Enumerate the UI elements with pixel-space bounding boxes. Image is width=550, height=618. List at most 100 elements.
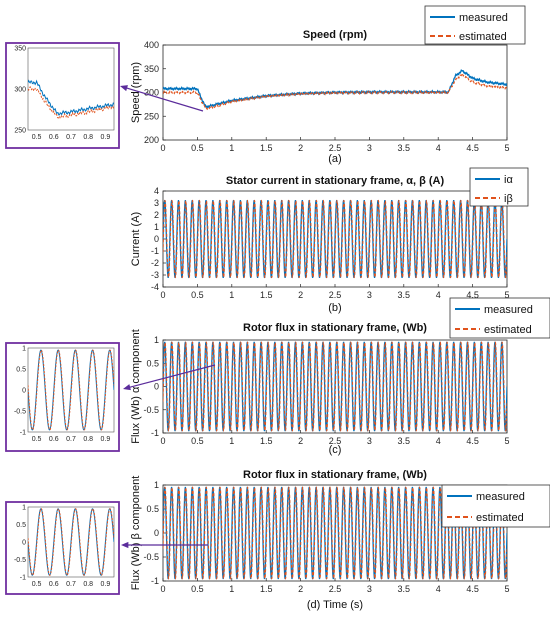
inset-x-tick-label: 0.9 [101, 436, 111, 443]
x-tick-label: 2.5 [329, 584, 342, 594]
series-line-estimated [163, 341, 507, 432]
legend-entry: estimated [459, 31, 507, 43]
y-tick-label: 1 [154, 480, 159, 490]
series-line-estimated [163, 71, 507, 111]
y-tick-label: 0 [154, 234, 159, 244]
legend-entry: estimated [476, 512, 524, 524]
inset-x-tick-label: 0.6 [49, 581, 59, 588]
x-tick-label: 3.5 [398, 143, 411, 153]
y-tick-label: 200 [144, 135, 159, 145]
legend-box [441, 484, 550, 528]
y-tick-label: 350 [144, 64, 159, 74]
inset-line-estimated [28, 349, 114, 431]
x-tick-label: 2.5 [329, 290, 342, 300]
inset-plot-frame [27, 47, 115, 131]
chart-title: Rotor flux in stationary frame, (Wb) [243, 322, 427, 334]
y-axis-label: Flux (Wb) β component [130, 476, 142, 591]
zoom-arrow-head [120, 85, 128, 92]
series-line-estimated [163, 486, 507, 580]
x-tick-label: 0.5 [191, 584, 204, 594]
legend-box [449, 297, 550, 339]
x-tick-label: 3 [367, 436, 372, 446]
inset-line-measured [28, 79, 114, 116]
inset-y-tick-label: 350 [14, 46, 26, 53]
y-axis-label: Speed (rpm) [130, 62, 142, 123]
legend-entry: iβ [504, 193, 513, 205]
x-tick-label: 4 [436, 290, 441, 300]
inset-x-tick-label: 0.9 [101, 581, 111, 588]
legend: measured estimated [424, 5, 526, 45]
series-group [163, 199, 507, 279]
chart-caption: (a) [328, 153, 341, 165]
chart-title: Speed (rpm) [303, 29, 368, 41]
chart-title: Rotor flux in stationary frame, (Wb) [243, 469, 427, 481]
inset-x-tick-label: 0.8 [83, 436, 93, 443]
x-tick-label: 0.5 [191, 290, 204, 300]
legend: measured estimated [449, 297, 550, 339]
inset-line-estimated [28, 508, 114, 576]
x-tick-label: 0 [160, 143, 165, 153]
inset-x-tick-label: 0.5 [32, 581, 42, 588]
x-tick-label: 2 [298, 290, 303, 300]
x-tick-label: 4 [436, 143, 441, 153]
inset-x-tick-label: 0.7 [66, 436, 76, 443]
inset-series [28, 79, 114, 120]
x-tick-label: 1 [229, 436, 234, 446]
y-tick-label: 0 [154, 528, 159, 538]
x-tick-label: 3 [367, 143, 372, 153]
inset-y-tick-label: 0.5 [16, 522, 26, 529]
series-group [163, 69, 507, 111]
x-tick-label: 0.5 [191, 143, 204, 153]
x-tick-label: 3.5 [398, 584, 411, 594]
inset-y-tick-label: -0.5 [14, 409, 26, 416]
inset-x-tick-label: 0.7 [66, 581, 76, 588]
y-tick-label: 2 [154, 210, 159, 220]
chart-caption: (c) [329, 444, 342, 456]
inset-axes: 0.5 0.6 0.7 0.8 0.9 250 300 350 [14, 46, 115, 141]
y-tick-label: 0.5 [146, 504, 159, 514]
x-tick-label: 5 [504, 143, 509, 153]
x-tick-label: 1.5 [260, 290, 273, 300]
inset-y-tick-label: -1 [20, 430, 26, 437]
y-tick-label: 250 [144, 111, 159, 121]
y-tick-label: 400 [144, 40, 159, 50]
y-axis-label: Flux (Wb) α component [130, 329, 142, 444]
y-tick-label: 0.5 [146, 358, 159, 368]
inset-x-tick-label: 0.5 [32, 134, 42, 141]
x-tick-label: 1 [229, 143, 234, 153]
inset-x-tick-label: 0.8 [83, 134, 93, 141]
y-tick-label: 3 [154, 198, 159, 208]
y-tick-label: -1 [151, 576, 159, 586]
y-tick-label: 1 [154, 222, 159, 232]
x-tick-label: 3.5 [398, 290, 411, 300]
x-tick-label: 3 [367, 584, 372, 594]
legend-box [424, 5, 526, 45]
zoom-arrow [125, 87, 204, 112]
inset-x-tick-label: 0.7 [66, 134, 76, 141]
inset-y-tick-label: -1 [20, 575, 26, 582]
x-tick-label: 0 [160, 290, 165, 300]
series-group [163, 341, 507, 432]
inset-y-tick-label: 1 [22, 346, 26, 353]
inset-series [28, 349, 114, 431]
series-group [163, 486, 507, 580]
zoom-arrow-head [121, 541, 129, 549]
y-tick-label: -4 [151, 282, 159, 292]
y-tick-label: -0.5 [143, 405, 159, 415]
y-tick-label: -2 [151, 258, 159, 268]
chart-title: Stator current in stationary frame, α, β… [226, 175, 445, 187]
x-tick-label: 2.5 [329, 143, 342, 153]
inset-y-tick-label: 0 [22, 540, 26, 547]
y-tick-label: -1 [151, 246, 159, 256]
x-tick-label: 3 [367, 290, 372, 300]
inset-line-estimated [28, 85, 114, 120]
axes-speed: 0 0.5 1 1.5 2 2.5 3 3.5 4 4.5 5 200 250 300 350 400 [144, 40, 510, 153]
x-tick-label: 5 [504, 290, 509, 300]
inset-y-tick-label: -0.5 [14, 557, 26, 564]
x-tick-label: 2 [298, 584, 303, 594]
inset-x-tick-label: 0.6 [49, 436, 59, 443]
y-tick-label: -3 [151, 270, 159, 280]
chart-caption: (d) Time (s) [307, 599, 363, 611]
inset-y-tick-label: 0 [22, 388, 26, 395]
